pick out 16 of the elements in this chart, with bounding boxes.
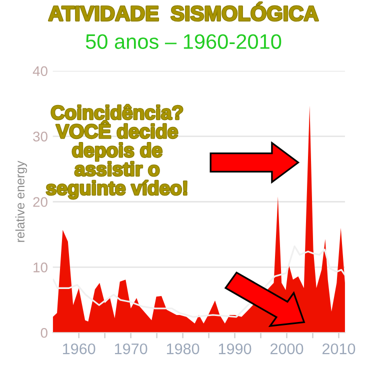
x-tick-label: 1970: [114, 343, 148, 354]
y-tick-label: 30: [33, 132, 48, 142]
line-series: [52, 245, 345, 318]
chart-title: ATIVIDADE SISMOLÓGICA: [48, 2, 318, 21]
y-tick-label: 0: [40, 328, 48, 338]
y-tick-label: 40: [32, 66, 48, 76]
annotation: Coincidência? VOCÊ decide depois de assistir o seguinte vídeo!: [46, 104, 187, 199]
x-tick-label: 2000: [270, 343, 304, 354]
x-tick-label: 1980: [166, 343, 200, 354]
y-tick-label: 10: [34, 262, 48, 272]
x-tick-label: 1990: [218, 343, 252, 354]
y-tick-label: 20: [33, 197, 48, 207]
x-tick-label: 2010: [322, 343, 356, 354]
x-tick-label: 1960: [63, 343, 96, 354]
y-axis-title: relative energy: [15, 160, 27, 242]
chart-subtitle: 50 anos – 1960-2010: [86, 34, 282, 49]
